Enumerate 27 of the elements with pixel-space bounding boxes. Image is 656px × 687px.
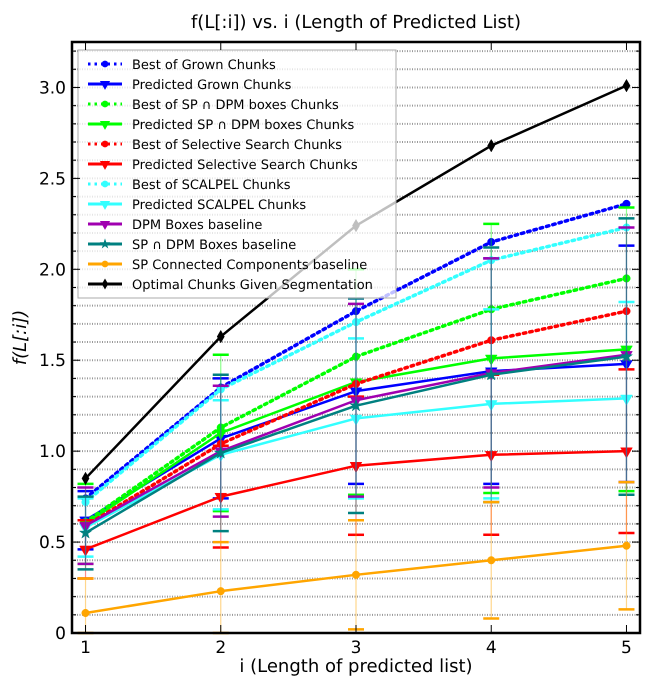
legend-label: Predicted SP ∩ DPM boxes Chunks: [132, 118, 355, 133]
legend-label: Predicted SCALPEL Chunks: [132, 198, 306, 213]
chart-title: f(L[:i]) vs. i (Length of Predicted List): [190, 12, 522, 33]
legend-label: Best of SCALPEL Chunks: [132, 178, 291, 193]
legend-label: Best of Selective Search Chunks: [132, 138, 342, 153]
x-tick-label: 3: [350, 638, 362, 658]
x-tick-label: 2: [215, 638, 226, 658]
legend-label: SP Connected Components baseline: [132, 258, 368, 273]
legend-label: DPM Boxes baseline: [132, 218, 262, 233]
y-tick-label: 1.0: [38, 442, 66, 462]
legend-label: Best of Grown Chunks: [132, 58, 276, 73]
legend-label: Best of SP ∩ DPM boxes Chunks: [132, 98, 339, 113]
y-tick-label: 0.5: [38, 533, 66, 554]
y-tick-label: 1.5: [38, 351, 66, 372]
legend-label: SP ∩ DPM Boxes baseline: [132, 238, 296, 253]
legend-label: Predicted Grown Chunks: [132, 78, 292, 93]
y-axis-title: f(L[:i]): [10, 310, 31, 366]
legend-label: Optimal Chunks Given Segmentation: [132, 278, 373, 293]
x-tick-label: 5: [621, 638, 632, 658]
y-tick-label: 0: [55, 624, 66, 644]
x-tick-label: 4: [486, 638, 497, 658]
x-tick-label: 1: [80, 638, 91, 658]
x-axis-title: i (Length of predicted list): [239, 656, 473, 677]
y-tick-label: 2.5: [38, 169, 66, 190]
y-tick-label: 2.0: [38, 260, 66, 280]
legend-label: Predicted Selective Search Chunks: [132, 158, 358, 173]
y-tick-label: 3.0: [38, 78, 66, 98]
